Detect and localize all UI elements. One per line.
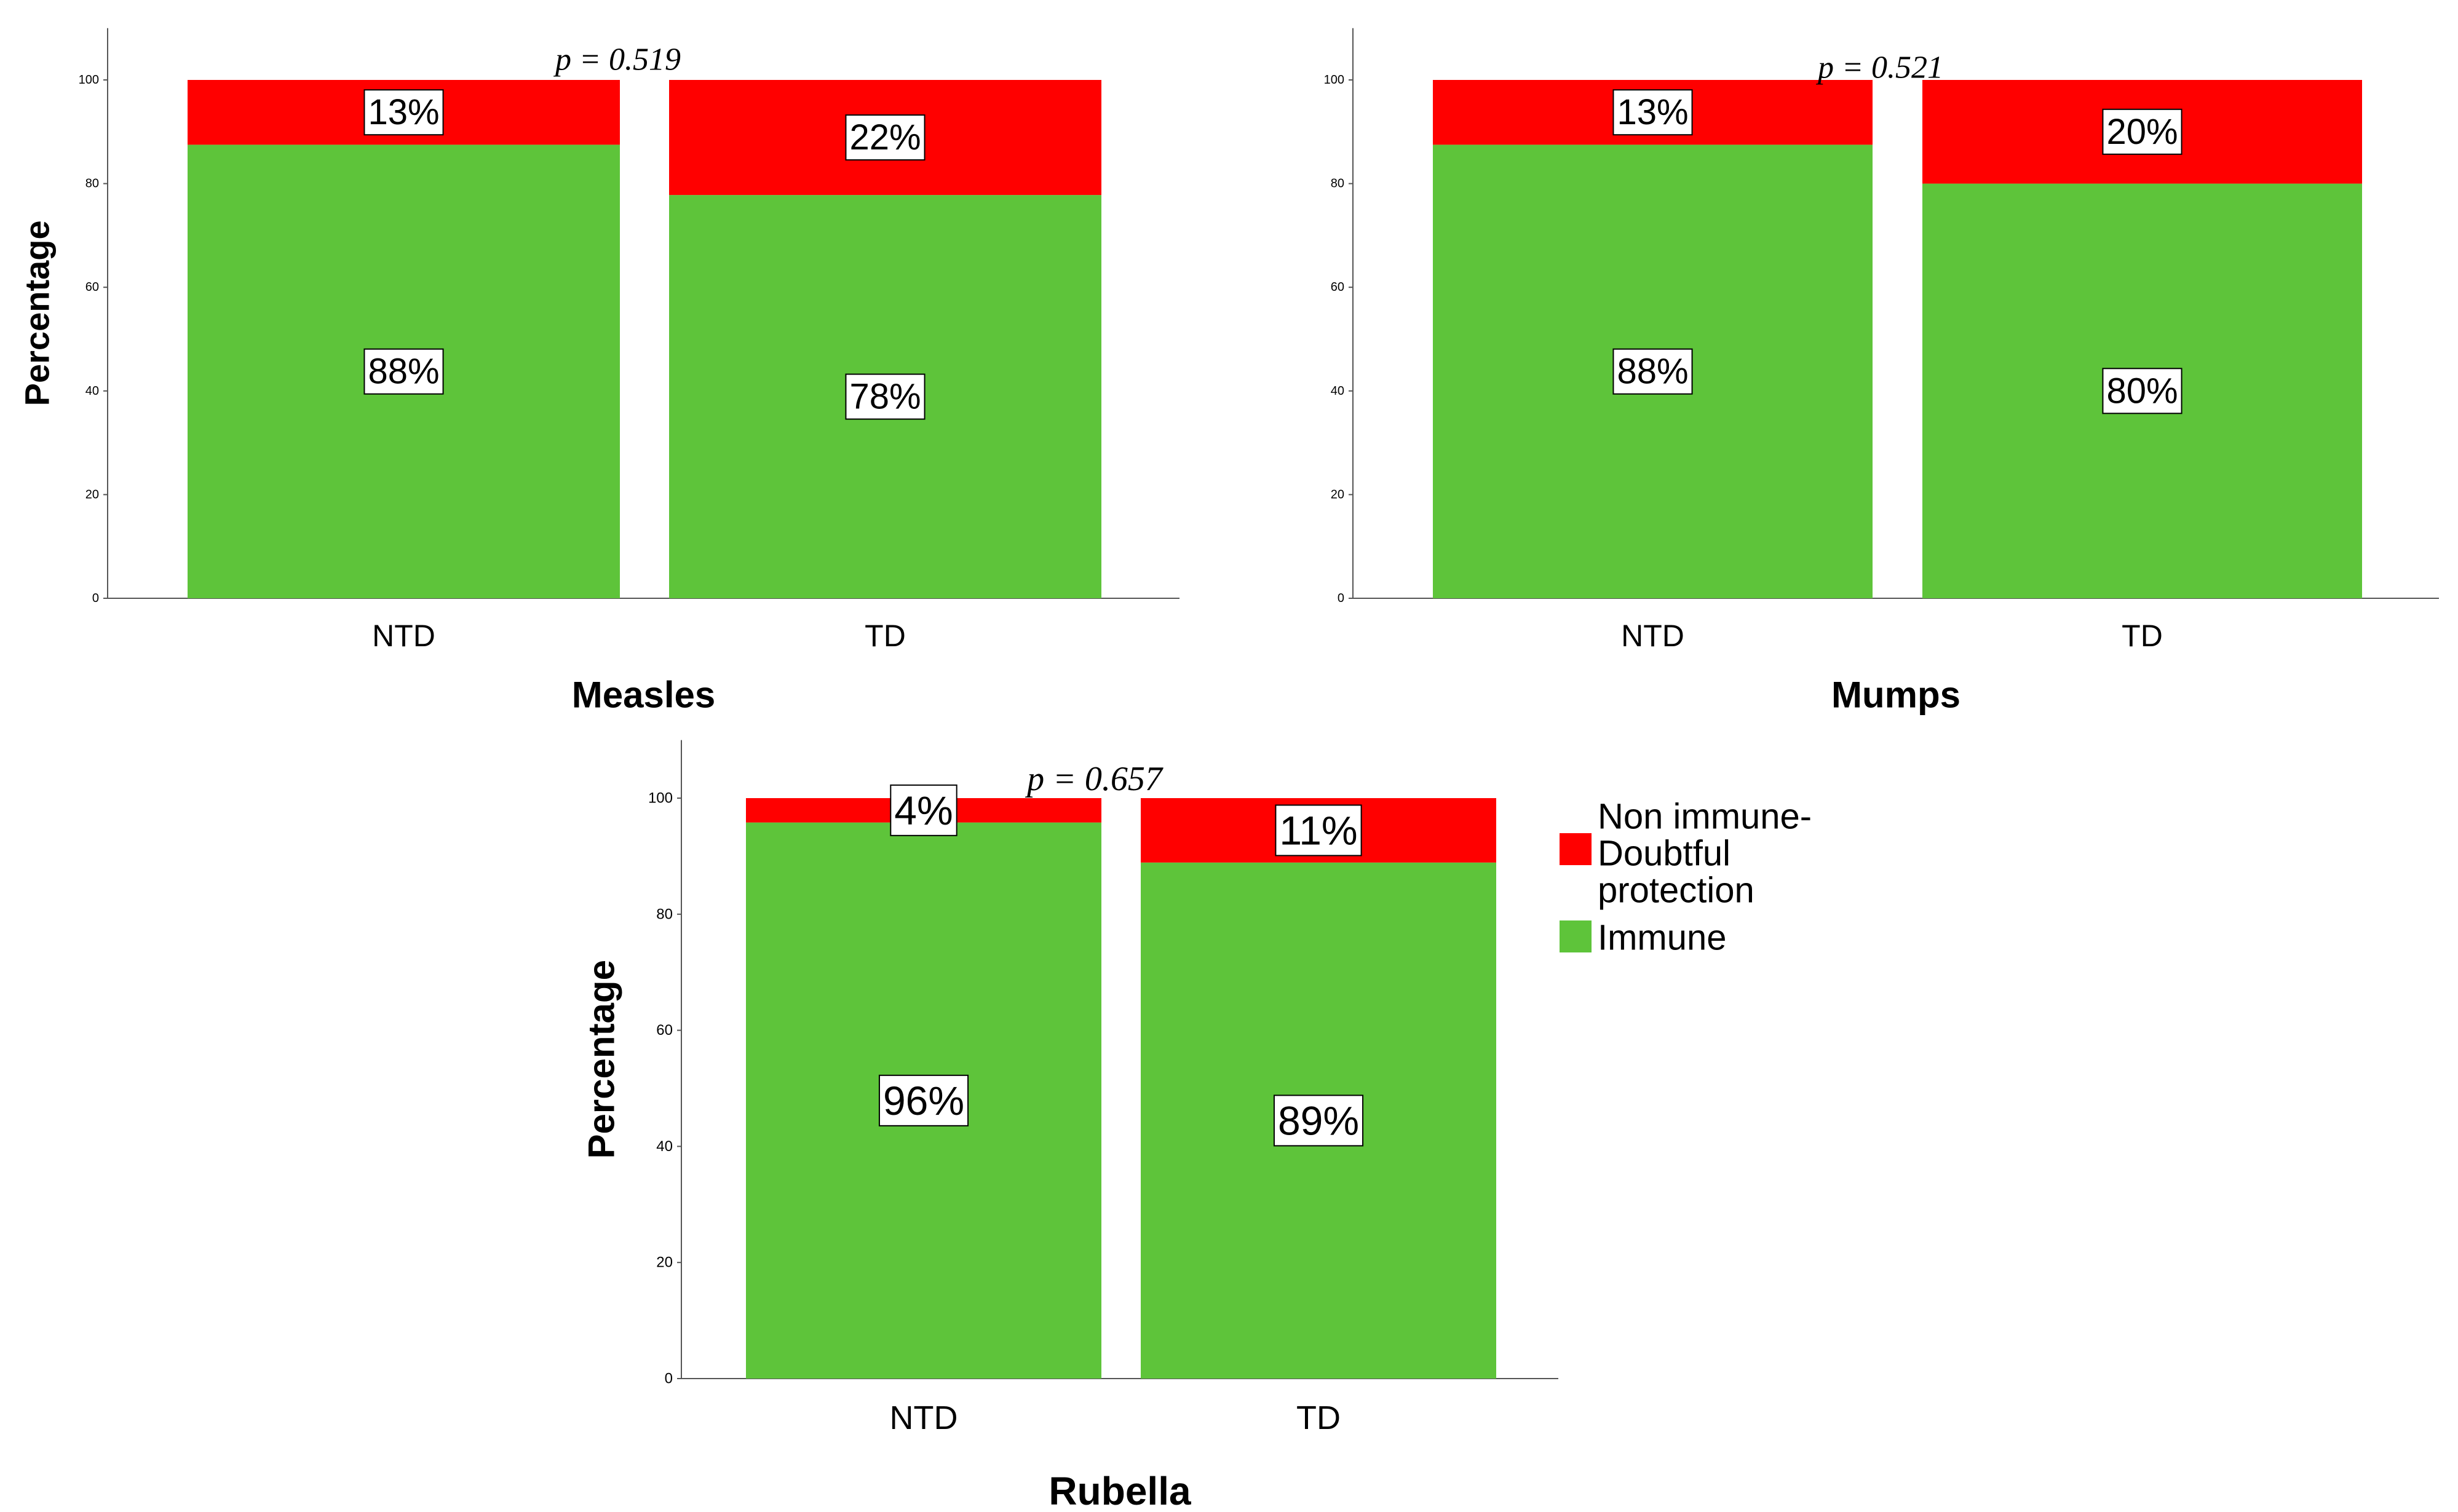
p-value-annotation: p = 0.519 — [553, 42, 681, 77]
data-label-box — [1275, 804, 1362, 857]
data-label-box — [2102, 368, 2182, 414]
data-label-box — [1612, 89, 1693, 136]
y-axis-label: Percentage — [18, 220, 57, 406]
legend-label-line: protection — [1598, 871, 1754, 911]
y-tick-label: 20 — [656, 1254, 673, 1271]
y-tick-label: 100 — [648, 790, 673, 807]
chart-title: Measles — [572, 675, 716, 716]
y-tick-label: 0 — [665, 1371, 673, 1387]
y-tick-label: 20 — [1331, 488, 1344, 501]
data-label-text: 4% — [894, 788, 953, 833]
x-tick-label-td: TD — [865, 619, 906, 653]
data-label-box — [845, 373, 926, 420]
data-label-non-immune-doubtful-protection-td: 20% — [2102, 108, 2182, 155]
data-label-non-immune-doubtful-protection-td: 11% — [1275, 804, 1362, 857]
y-tick-label: 60 — [1331, 280, 1344, 294]
x-tick-label-ntd: NTD — [1621, 619, 1684, 653]
data-label-immune-ntd: 96% — [878, 1074, 969, 1126]
data-label-immune-td: 80% — [2102, 368, 2182, 414]
y-tick-label: 40 — [1331, 384, 1344, 398]
p-value-annotation: p = 0.657 — [1025, 760, 1164, 798]
data-label-box — [890, 784, 957, 836]
chart-title: Mumps — [1831, 675, 1960, 716]
y-tick-label: 60 — [85, 280, 99, 294]
data-label-text: 13% — [368, 92, 439, 132]
y-tick-label: 0 — [92, 592, 99, 605]
data-label-text: 22% — [849, 117, 921, 157]
y-tick-label: 100 — [79, 73, 99, 87]
y-tick-label: 20 — [85, 488, 99, 501]
chart-mumps: 0 20 40 60 80 100 88% 13% NTD 80% 20% TD Mumps p = 0.… — [1324, 28, 2439, 716]
legend-item-immune: Immune — [1560, 918, 1727, 958]
legend-swatch — [1560, 920, 1592, 952]
data-label-text: 78% — [849, 377, 921, 417]
p-value-annotation: p = 0.521 — [1815, 50, 1943, 85]
data-label-text: 20% — [2106, 112, 2178, 152]
legend-label-line: Non immune- — [1598, 797, 1812, 837]
data-label-box — [2102, 108, 2182, 155]
data-label-text: 88% — [1617, 352, 1688, 392]
data-label-text: 89% — [1278, 1098, 1359, 1143]
x-tick-label-td: TD — [2122, 619, 2163, 653]
data-label-immune-ntd: 88% — [1612, 348, 1693, 395]
y-tick-label: 40 — [85, 384, 99, 398]
x-tick-label-ntd: NTD — [372, 619, 435, 653]
chart-rubella: 0 20 40 60 80 100 96% 4% NTD 89% 11% TD Rubella Perce… — [581, 740, 1558, 1512]
y-tick-label: 100 — [1324, 73, 1344, 87]
y-tick-label: 0 — [1338, 592, 1344, 605]
chart-panels: 0 20 40 60 80 100 88% 13% NTD 78% 22% TD Measles Perc… — [18, 28, 2439, 1512]
x-tick-label-td: TD — [1296, 1399, 1341, 1436]
y-tick-label: 80 — [1331, 177, 1344, 191]
data-label-box — [1612, 348, 1693, 395]
data-label-non-immune-doubtful-protection-td: 22% — [845, 114, 926, 161]
data-label-immune-td: 89% — [1273, 1094, 1364, 1147]
chart-title: Rubella — [1049, 1469, 1191, 1512]
data-label-text: 80% — [2106, 371, 2178, 411]
y-tick-label: 80 — [85, 177, 99, 191]
data-label-immune-td: 78% — [845, 373, 926, 420]
data-label-immune-ntd: 88% — [363, 348, 444, 395]
data-label-box — [363, 89, 444, 136]
data-label-non-immune-doubtful-protection-ntd: 13% — [1612, 89, 1693, 136]
legend-label-line: Immune — [1598, 918, 1727, 958]
y-axis-label: Percentage — [581, 960, 622, 1159]
data-label-box — [363, 348, 444, 395]
data-label-box — [1273, 1094, 1364, 1147]
data-label-box — [878, 1074, 969, 1126]
data-label-text: 88% — [368, 352, 439, 392]
data-label-non-immune-doubtful-protection-ntd: 4% — [890, 784, 957, 836]
data-label-non-immune-doubtful-protection-ntd: 13% — [363, 89, 444, 136]
data-label-text: 13% — [1617, 92, 1688, 132]
data-label-text: 11% — [1279, 807, 1357, 853]
y-tick-label: 60 — [656, 1022, 673, 1039]
data-label-box — [845, 114, 926, 161]
legend-label-line: Doubtful — [1598, 834, 1731, 874]
y-tick-label: 80 — [656, 906, 673, 922]
chart-measles: 0 20 40 60 80 100 88% 13% NTD 78% 22% TD Measles Perc… — [18, 28, 1179, 716]
data-label-text: 96% — [883, 1078, 964, 1123]
legend-swatch — [1560, 833, 1592, 865]
x-tick-label-ntd: NTD — [890, 1399, 958, 1436]
y-tick-label: 40 — [656, 1138, 673, 1155]
